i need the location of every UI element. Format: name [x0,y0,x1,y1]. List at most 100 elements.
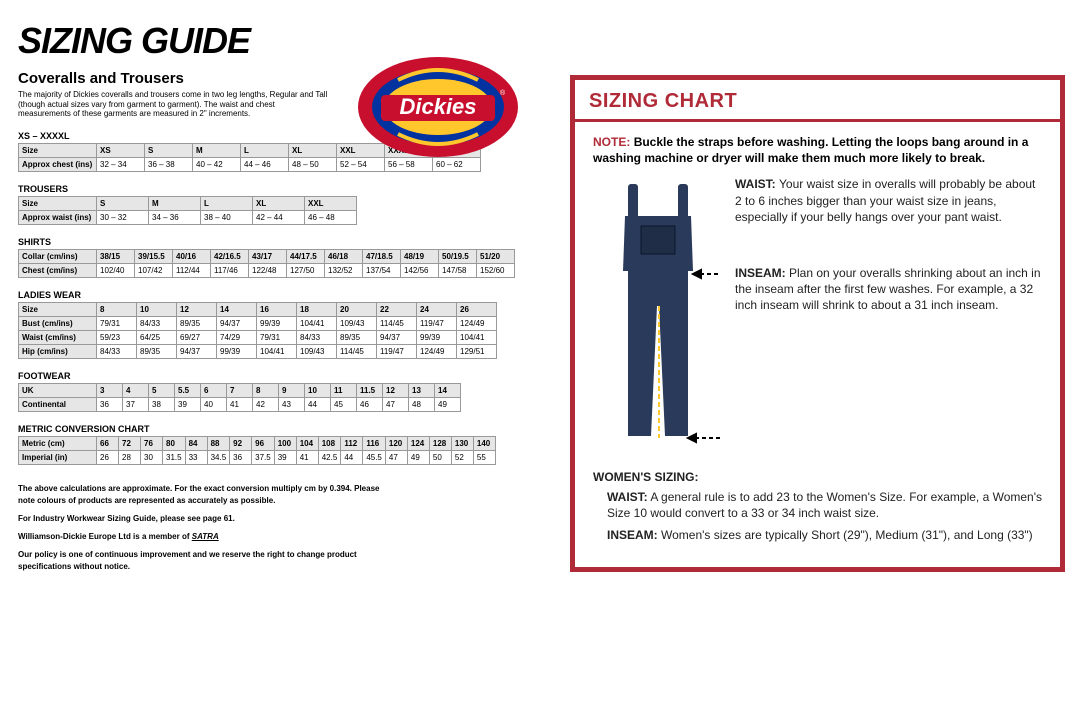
col-header: Size [19,143,97,157]
col-header: Size [19,302,97,316]
cell: 39 [175,397,201,411]
row-label: Waist (cm/ins) [19,330,97,344]
cell: 117/46 [211,263,249,277]
cell: 99/39 [217,344,257,358]
row-label: Approx waist (ins) [19,210,97,224]
cell: 64/25 [137,330,177,344]
intro-text: The majority of Dickies coveralls and tr… [18,90,328,119]
col-header: 44/17.5 [287,249,325,263]
cell: 30 – 32 [97,210,149,224]
cell: 30 [141,450,163,464]
cell: 52 [451,450,473,464]
cell: 102/40 [97,263,135,277]
row-label: Continental [19,397,97,411]
left-panel: SIZING GUIDE Coveralls and Trousers The … [18,20,546,573]
col-header: 66 [97,436,119,450]
cell: 84/33 [137,316,177,330]
cell: 41 [296,450,318,464]
cell: 44 [341,450,363,464]
col-header: 40/16 [173,249,211,263]
cell: 37 [123,397,149,411]
cell: 45.5 [363,450,386,464]
svg-text:®: ® [500,89,506,97]
col-header: 18 [297,302,337,316]
cell: 109/43 [297,344,337,358]
cell: 34.5 [207,450,230,464]
womens-waist: WAIST: A general rule is to add 23 to th… [607,489,1042,521]
col-header: 3 [97,383,123,397]
footer-line-4: Our policy is one of continuous improvem… [18,549,398,573]
col-header: L [241,143,289,157]
satra-logo: SATRA [192,531,219,543]
section-title: TROUSERS [18,184,546,194]
cell: 132/52 [325,263,363,277]
col-header: 76 [141,436,163,450]
cell: 32 – 34 [97,157,145,171]
col-header: 9 [279,383,305,397]
cell: 124/49 [417,344,457,358]
col-header: 80 [163,436,186,450]
section-title: SHIRTS [18,237,546,247]
cell: 99/39 [257,316,297,330]
col-header: 10 [305,383,331,397]
chart-heading: SIZING CHART [589,90,1046,113]
cell: 127/50 [287,263,325,277]
col-header: 10 [137,302,177,316]
section-title: METRIC CONVERSION CHART [18,424,546,434]
col-header: 96 [252,436,275,450]
inseam-text: INSEAM: Plan on your overalls shrinking … [735,265,1042,314]
cell: 46 [357,397,383,411]
cell: 104/41 [257,344,297,358]
cell: 48 [409,397,435,411]
col-header: XXL [305,196,357,210]
table-sh: Collar (cm/ins)38/1539/15.540/1642/16.54… [18,249,515,278]
cell: 109/43 [337,316,377,330]
cell: 147/58 [439,263,477,277]
note-text: NOTE: Buckle the straps before washing. … [593,134,1042,166]
col-header: 140 [473,436,495,450]
table-lw: Size8101214161820222426Bust (cm/ins)79/3… [18,302,497,359]
cell: 55 [473,450,495,464]
table-tr: SizeSMLXLXXLApprox waist (ins)30 – 3234 … [18,196,357,225]
cell: 112/44 [173,263,211,277]
col-header: 100 [274,436,296,450]
womens-sizing: WOMEN'S SIZING: WAIST: A general rule is… [593,469,1042,544]
cell: 94/37 [377,330,417,344]
cell: 40 – 42 [193,157,241,171]
cell: 89/35 [137,344,177,358]
cell: 142/56 [401,263,439,277]
col-header: 92 [230,436,252,450]
cell: 40 [201,397,227,411]
col-header: 6 [201,383,227,397]
overalls-image [593,176,723,460]
cell: 36 [97,397,123,411]
col-header: 11 [331,383,357,397]
sizing-chart-panel: SIZING CHART NOTE: Buckle the straps bef… [570,75,1065,572]
col-header: 43/17 [249,249,287,263]
cell: 42 – 44 [253,210,305,224]
col-header: S [97,196,149,210]
col-header: 104 [296,436,318,450]
cell: 122/48 [249,263,287,277]
cell: 137/54 [363,263,401,277]
col-header: 24 [417,302,457,316]
svg-text:Dickies: Dickies [399,94,476,119]
col-header: Collar (cm/ins) [19,249,97,263]
cell: 44 [305,397,331,411]
cell: 43 [279,397,305,411]
cell: 84/33 [297,330,337,344]
cell: 31.5 [163,450,186,464]
cell: 39 [274,450,296,464]
table-mc: Metric (cm)66727680848892961001041081121… [18,436,496,465]
col-header: Metric (cm) [19,436,97,450]
row-label: Hip (cm/ins) [19,344,97,358]
cell: 104/41 [297,316,337,330]
footer-line-1: The above calculations are approximate. … [18,483,398,507]
row-label: Approx chest (ins) [19,157,97,171]
cell: 79/31 [97,316,137,330]
col-header: XL [253,196,305,210]
col-header: 130 [451,436,473,450]
cell: 89/35 [337,330,377,344]
cell: 50 [429,450,451,464]
cell: 59/23 [97,330,137,344]
